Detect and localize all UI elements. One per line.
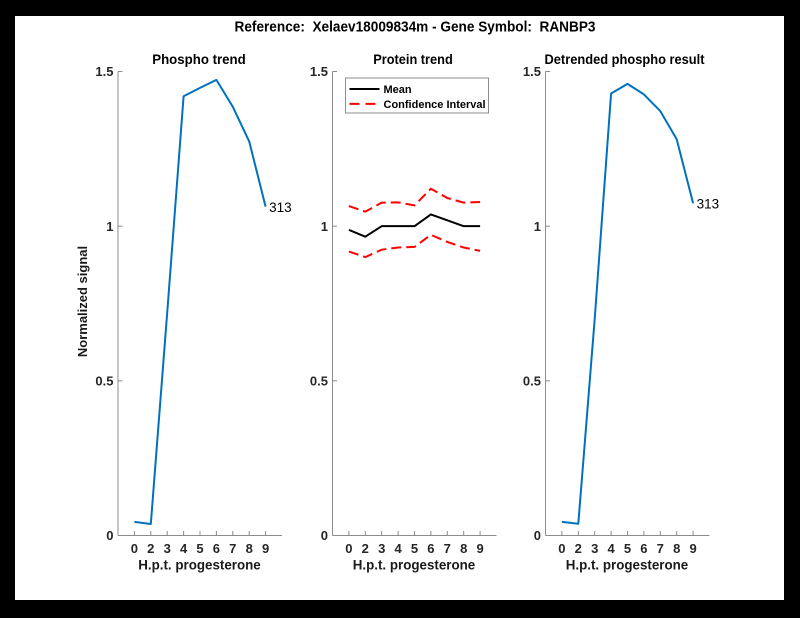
x-tick-label: 7: [657, 541, 664, 556]
y-tick-label: 0: [321, 528, 328, 543]
x-tick-label: 6: [427, 541, 434, 556]
y-tick-label: 1.5: [95, 64, 113, 79]
subplot-detrended-phospho-result: 0 2 3 4 5 6 7 8 900.511.5 Detrended phospho resu…: [523, 51, 719, 573]
legend-label-mean: Mean: [384, 84, 412, 96]
y-tick-label: 1: [534, 219, 541, 234]
series-Detrended phospho signal: [561, 82, 695, 525]
x-tick-label: 7: [444, 541, 451, 556]
series-Phospho signal: [134, 78, 267, 526]
protein-trend-axes: 0 2 3 4 5 6 7 8 900.511.5: [310, 64, 497, 556]
x-tick-label: 5: [411, 541, 418, 556]
series-Confidence Interval (lower): [348, 233, 481, 259]
x-tick-label: 9: [689, 541, 696, 556]
y-tick-label: 1: [321, 219, 328, 234]
protein-trend-title: Protein trend: [373, 51, 453, 67]
phospho-trend-xlabel: H.p.t. progesterone: [138, 557, 261, 573]
x-tick-label: 0: [558, 541, 565, 556]
y-tick-label: 1.5: [523, 64, 541, 79]
x-tick-label: 3: [591, 541, 598, 556]
x-tick-label: 8: [460, 541, 467, 556]
y-tick-label: 0: [534, 528, 541, 543]
x-tick-label: 2: [147, 541, 154, 556]
protein-trend-xlabel: H.p.t. progesterone: [353, 557, 476, 573]
x-tick-label: 5: [196, 541, 203, 556]
detrended-phospho-xlabel: H.p.t. progesterone: [566, 557, 689, 573]
x-tick-label: 4: [180, 541, 188, 556]
phospho-trend-end-label: 313: [269, 200, 292, 215]
subplot-protein-trend: 0 2 3 4 5 6 7 8 900.511.5 Protein trend H.p.t. p…: [310, 51, 497, 573]
y-tick-label: 0: [106, 528, 113, 543]
legend-label-confidence-interval: Confidence Interval: [384, 99, 486, 111]
x-tick-label: 5: [624, 541, 631, 556]
y-tick-label: 0.5: [95, 374, 113, 389]
detrended-phospho-axes: 0 2 3 4 5 6 7 8 900.511.5: [523, 64, 710, 556]
phospho-trend-title: Phospho trend: [152, 51, 246, 67]
x-tick-label: 3: [378, 541, 385, 556]
detrended-phospho-title: Detrended phospho result: [545, 51, 705, 67]
x-tick-label: 3: [164, 541, 171, 556]
series-Mean: [348, 213, 481, 238]
x-tick-label: 4: [607, 541, 615, 556]
x-tick-label: 0: [131, 541, 138, 556]
figure-title: Reference: Xelaev18009834m - Gene Symbol…: [235, 19, 596, 36]
x-tick-label: 7: [229, 541, 236, 556]
y-tick-label: 0.5: [523, 374, 541, 389]
x-tick-label: 0: [345, 541, 352, 556]
series-Confidence Interval (upper): [348, 187, 481, 213]
subplot-phospho-trend: 0 2 3 4 5 6 7 8 900.511.5 Phospho trend H.p.t. p…: [75, 51, 292, 573]
x-tick-label: 6: [640, 541, 647, 556]
x-tick-label: 9: [476, 541, 483, 556]
x-tick-label: 8: [246, 541, 253, 556]
x-tick-label: 8: [673, 541, 680, 556]
x-tick-label: 9: [262, 541, 269, 556]
legend-box: [345, 77, 489, 114]
y-tick-label: 1.5: [310, 64, 328, 79]
x-tick-label: 2: [362, 541, 369, 556]
phospho-trend-ylabel: Normalized signal: [75, 246, 90, 357]
detrended-phospho-end-label: 313: [697, 196, 720, 211]
legend: Mean Confidence Interval: [345, 77, 489, 114]
phospho-trend-axes: 0 2 3 4 5 6 7 8 900.511.5: [95, 64, 282, 556]
x-tick-label: 2: [575, 541, 582, 556]
y-tick-label: 0.5: [310, 374, 328, 389]
x-tick-label: 4: [394, 541, 402, 556]
x-tick-label: 6: [213, 541, 220, 556]
y-tick-label: 1: [106, 219, 113, 234]
